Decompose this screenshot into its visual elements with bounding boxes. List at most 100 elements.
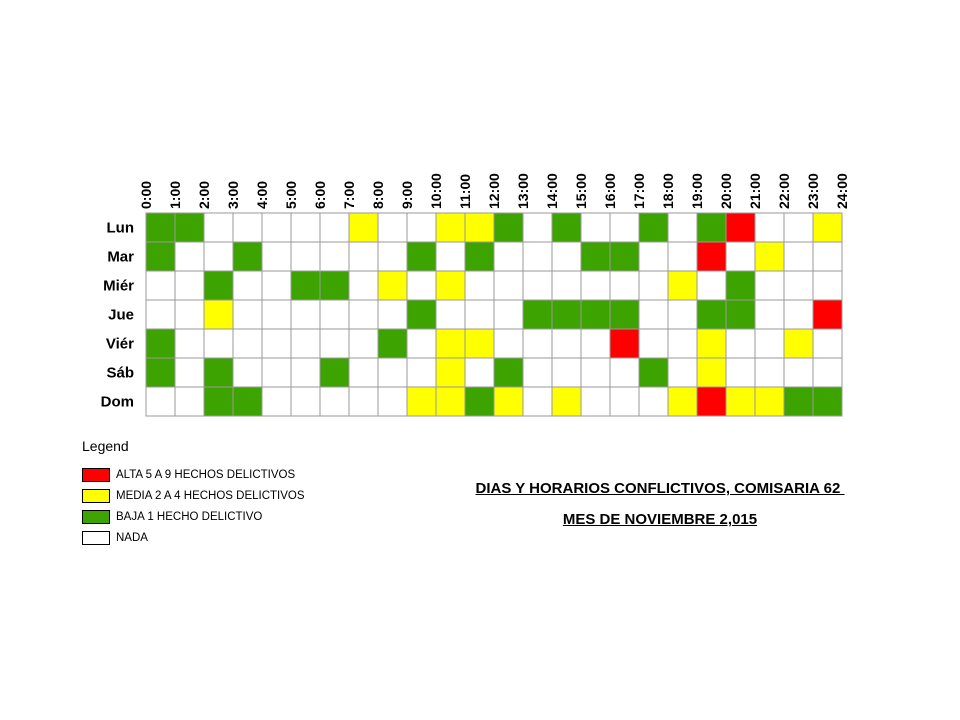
chart-subtitle: MES DE NOVIEMBRE 2,015 xyxy=(562,511,758,528)
chart-title-block: DIAS Y HORARIOS CONFLICTIVOS, COMISARIA … xyxy=(400,473,920,535)
x-tick-label: 2:00 xyxy=(196,181,212,209)
row-label: Viér xyxy=(106,336,134,353)
heatmap-cell-Sáb-19:00 xyxy=(696,357,727,388)
heatmap-cell-Miér-0:00 xyxy=(145,270,176,301)
heatmap-cell-Miér-12:00 xyxy=(493,270,524,301)
heatmap-cell-Mar-21:00 xyxy=(754,241,785,272)
heatmap-cell-Jue-16:00 xyxy=(609,299,640,330)
column-labels: 0:00 1:00 2:00 3:00 4:00 5:00 6:00 7:00 8:00 9:00… xyxy=(138,173,850,209)
heatmap-cell-Miér-20:00 xyxy=(725,270,756,301)
heatmap-cell-Dom-14:00 xyxy=(551,386,582,417)
x-tick-label: 12:00 xyxy=(486,173,502,209)
heatmap-cell-Miér-6:00 xyxy=(319,270,350,301)
heatmap-cell-Dom-8:00 xyxy=(377,386,408,417)
heatmap-cell-Dom-17:00 xyxy=(638,386,669,417)
heatmap-cell-Jue-13:00 xyxy=(522,299,553,330)
heatmap-cell-Sáb-13:00 xyxy=(522,357,553,388)
heatmap-cell-Miér-8:00 xyxy=(377,270,408,301)
row-label: Dom xyxy=(101,394,134,411)
heatmap-cell-Mar-16:00 xyxy=(609,241,640,272)
x-tick-label: 16:00 xyxy=(602,173,618,209)
x-tick-label: 18:00 xyxy=(660,173,676,209)
heatmap-cell-Viér-0:00 xyxy=(145,328,176,359)
legend-label-alta: ALTA 5 A 9 HECHOS DELICTIVOS xyxy=(116,468,296,481)
heatmap-cell-Viér-13:00 xyxy=(522,328,553,359)
heatmap-cell-Viér-18:00 xyxy=(667,328,698,359)
heatmap-cell-Miér-14:00 xyxy=(551,270,582,301)
heatmap-cell-Sáb-15:00 xyxy=(580,357,611,388)
heatmap-cell-Lun-4:00 xyxy=(261,212,292,243)
heatmap-cell-Sáb-18:00 xyxy=(667,357,698,388)
x-tick-label: 15:00 xyxy=(573,173,589,209)
heatmap-cell-Viér-16:00 xyxy=(609,328,640,359)
heatmap-cell-Lun-9:00 xyxy=(406,212,437,243)
heatmap-cell-Mar-11:00 xyxy=(464,241,495,272)
heatmap-cell-Mar-23:00 xyxy=(812,241,843,272)
heatmap-cell-Dom-1:00 xyxy=(174,386,205,417)
legend-swatch-nada xyxy=(82,530,110,545)
x-tick-label: 10:00 xyxy=(428,173,444,209)
row-label: Miér xyxy=(103,278,134,295)
heatmap-cell-Lun-17:00 xyxy=(638,212,669,243)
heatmap-cell-Jue-12:00 xyxy=(493,299,524,330)
heatmap-cell-Miér-3:00 xyxy=(232,270,263,301)
heatmap-cell-Dom-21:00 xyxy=(754,386,785,417)
heatmap-cell-Jue-7:00 xyxy=(348,299,379,330)
x-tick-label: 0:00 xyxy=(138,181,154,209)
x-tick-label: 21:00 xyxy=(747,173,763,209)
x-tick-label: 7:00 xyxy=(341,181,357,209)
heatmap-cell-Lun-0:00 xyxy=(145,212,176,243)
heatmap-cell-Dom-15:00 xyxy=(580,386,611,417)
heatmap-cell-Jue-14:00 xyxy=(551,299,582,330)
legend-label-nada: NADA xyxy=(116,531,148,544)
x-tick-label: 5:00 xyxy=(283,181,299,209)
legend-swatch-media xyxy=(82,488,110,503)
heatmap-cell-Jue-0:00 xyxy=(145,299,176,330)
heatmap-cell-Dom-23:00 xyxy=(812,386,843,417)
x-tick-label: 9:00 xyxy=(399,181,415,209)
heatmap-cell-Jue-20:00 xyxy=(725,299,756,330)
heatmap-cell-Mar-9:00 xyxy=(406,241,437,272)
legend-title: Legend xyxy=(82,438,129,454)
heatmap-cell-Mar-10:00 xyxy=(435,241,466,272)
heatmap-cell-Lun-22:00 xyxy=(783,212,814,243)
heatmap-cell-Viér-12:00 xyxy=(493,328,524,359)
heatmap-cell-Dom-11:00 xyxy=(464,386,495,417)
legend-label-baja: BAJA 1 HECHO DELICTIVO xyxy=(116,510,263,523)
x-tick-label: 20:00 xyxy=(718,173,734,209)
heatmap-cell-Jue-22:00 xyxy=(783,299,814,330)
heatmap-cell-Viér-17:00 xyxy=(638,328,669,359)
heatmap-cell-Mar-18:00 xyxy=(667,241,698,272)
heatmap-cell-Sáb-10:00 xyxy=(435,357,466,388)
heatmap-cell-Viér-3:00 xyxy=(232,328,263,359)
heatmap-cell-Dom-10:00 xyxy=(435,386,466,417)
heatmap-cell-Viér-14:00 xyxy=(551,328,582,359)
heatmap-cell-Sáb-0:00 xyxy=(145,357,176,388)
heatmap-cell-Lun-15:00 xyxy=(580,212,611,243)
heatmap-cell-Jue-19:00 xyxy=(696,299,727,330)
heatmap-cell-Dom-5:00 xyxy=(290,386,321,417)
heatmap-cell-Sáb-16:00 xyxy=(609,357,640,388)
heatmap-cell-Mar-2:00 xyxy=(203,241,234,272)
heatmap-cell-Mar-4:00 xyxy=(261,241,292,272)
legend-item-media: MEDIA 2 A 4 HECHOS DELICTIVOS xyxy=(82,485,305,506)
heatmap-cell-Jue-4:00 xyxy=(261,299,292,330)
heatmap-cell-Miér-4:00 xyxy=(261,270,292,301)
heatmap-cell-Dom-16:00 xyxy=(609,386,640,417)
heatmap-cell-Miér-19:00 xyxy=(696,270,727,301)
heatmap-cells xyxy=(145,212,843,417)
heatmap-cell-Lun-2:00 xyxy=(203,212,234,243)
heatmap-cell-Lun-18:00 xyxy=(667,212,698,243)
heatmap-cell-Miér-2:00 xyxy=(203,270,234,301)
heatmap-cell-Viér-1:00 xyxy=(174,328,205,359)
heatmap-cell-Dom-7:00 xyxy=(348,386,379,417)
heatmap-cell-Miér-11:00 xyxy=(464,270,495,301)
heatmap-cell-Dom-9:00 xyxy=(406,386,437,417)
heatmap-cell-Sáb-17:00 xyxy=(638,357,669,388)
legend-item-baja: BAJA 1 HECHO DELICTIVO xyxy=(82,506,305,527)
x-tick-label: 14:00 xyxy=(544,173,560,209)
heatmap-cell-Viér-21:00 xyxy=(754,328,785,359)
heatmap-cell-Viér-9:00 xyxy=(406,328,437,359)
heatmap-cell-Jue-2:00 xyxy=(203,299,234,330)
